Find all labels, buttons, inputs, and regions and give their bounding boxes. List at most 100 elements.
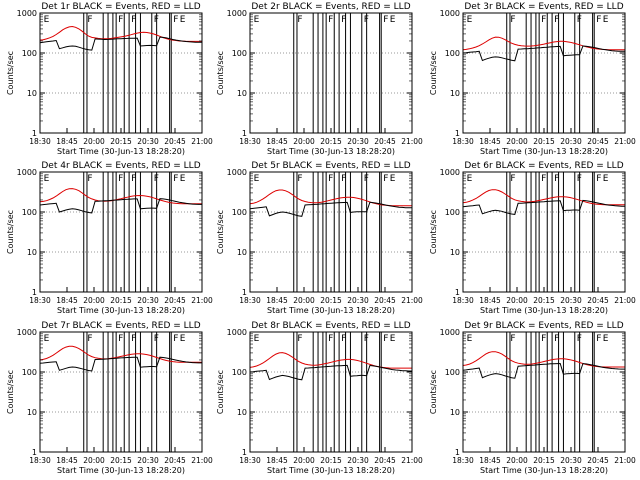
x-tick-label: 18:45 [479,296,501,305]
x-tick-label: 18:30 [29,137,51,146]
x-tick-label: 20:30 [137,137,159,146]
y-tick-label: 100 [445,49,460,58]
flare-marker: F [541,174,546,184]
x-tick-label: 20:15 [320,456,342,465]
x-axis-label: Start Time (30-Jun-13 18:28:20) [480,147,608,156]
eclipse-marker: E [180,15,186,25]
eclipse-marker: E [44,334,50,344]
eclipse-marker: E [390,174,396,184]
series-line-events [39,198,202,214]
eclipse-marker: E [180,174,186,184]
y-tick-label: 1 [455,448,460,457]
y-tick-label: 100 [232,49,247,58]
plot-frame [249,171,413,293]
y-axis-label: Counts/sec [429,210,438,254]
series-line-events [39,36,202,51]
x-tick-label: 20:15 [110,296,132,305]
y-tick-label: 10 [237,89,247,98]
eclipse-marker: E [467,174,473,184]
eclipse-marker: E [603,15,609,25]
flare-marker: F [173,334,178,344]
series-line-lld [39,345,202,363]
series-line-events [462,45,625,62]
x-tick-label: 20:45 [374,296,396,305]
flare-marker: F [154,15,159,25]
y-tick-label: 10 [27,89,37,98]
flare-marker: F [554,15,559,25]
x-tick-label: 21:00 [401,137,423,146]
y-axis-label: Counts/sec [6,210,15,254]
panel-title: Det 7r BLACK = Events, RED = LLD [41,321,200,331]
x-tick-label: 18:45 [266,296,288,305]
y-axis-label: Counts/sec [216,210,225,254]
x-tick-label: 18:45 [56,296,78,305]
series-line-events [462,362,625,379]
x-tick-label: 20:15 [533,296,555,305]
y-tick-label: 10 [450,89,460,98]
x-axis-label: Start Time (30-Jun-13 18:28:20) [267,466,395,475]
y-tick-label: 1000 [440,9,460,18]
y-tick-label: 10 [27,248,37,257]
y-tick-label: 100 [445,208,460,217]
y-axis-label: Counts/sec [216,370,225,414]
y-tick-label: 1000 [227,328,247,337]
x-tick-label: 20:15 [110,137,132,146]
plot-frame [39,12,203,134]
flare-marker: F [596,15,601,25]
flare-marker: F [541,334,546,344]
y-tick-label: 1000 [17,9,37,18]
y-tick-label: 100 [232,208,247,217]
panel-title: Det 8r BLACK = Events, RED = LLD [251,321,410,331]
series-line-events [39,356,202,372]
y-tick-label: 100 [22,208,37,217]
plot-frame [39,331,203,453]
panel-title: Det 2r BLACK = Events, RED = LLD [251,2,410,12]
flare-marker: F [118,15,123,25]
y-tick-label: 1000 [440,328,460,337]
flare-marker: F [118,174,123,184]
eclipse-marker: E [254,174,260,184]
flare-marker: F [131,15,136,25]
y-tick-label: 100 [22,49,37,58]
eclipse-marker: E [254,334,260,344]
y-tick-label: 100 [22,368,37,377]
flare-marker: F [328,174,333,184]
x-tick-label: 21:00 [401,296,423,305]
flare-marker: F [297,174,302,184]
x-tick-label: 18:30 [452,296,474,305]
x-tick-label: 21:00 [614,456,636,465]
x-tick-label: 21:00 [191,137,213,146]
y-tick-label: 1 [242,129,247,138]
panel-title: Det 4r BLACK = Events, RED = LLD [41,161,200,171]
y-axis-label: Counts/sec [6,51,15,95]
x-tick-label: 18:45 [56,456,78,465]
x-tick-label: 20:15 [110,456,132,465]
panel-title: Det 1r BLACK = Events, RED = LLD [41,2,200,12]
plot-frame [462,331,626,453]
y-tick-label: 1 [32,129,37,138]
x-tick-label: 18:30 [239,137,261,146]
x-tick-label: 20:30 [137,456,159,465]
eclipse-marker: E [44,174,50,184]
flare-marker: F [328,334,333,344]
y-tick-label: 100 [445,368,460,377]
eclipse-marker: E [390,15,396,25]
y-tick-label: 1 [32,288,37,297]
flare-marker: F [596,334,601,344]
flare-marker: F [341,174,346,184]
x-tick-label: 20:45 [374,456,396,465]
x-tick-label: 21:00 [614,296,636,305]
x-tick-label: 18:30 [29,296,51,305]
flare-marker: F [341,15,346,25]
plot-frame [249,12,413,134]
flare-marker: F [541,15,546,25]
x-tick-label: 20:30 [347,296,369,305]
y-axis-label: Counts/sec [429,51,438,95]
x-tick-label: 20:45 [587,296,609,305]
eclipse-marker: E [603,334,609,344]
